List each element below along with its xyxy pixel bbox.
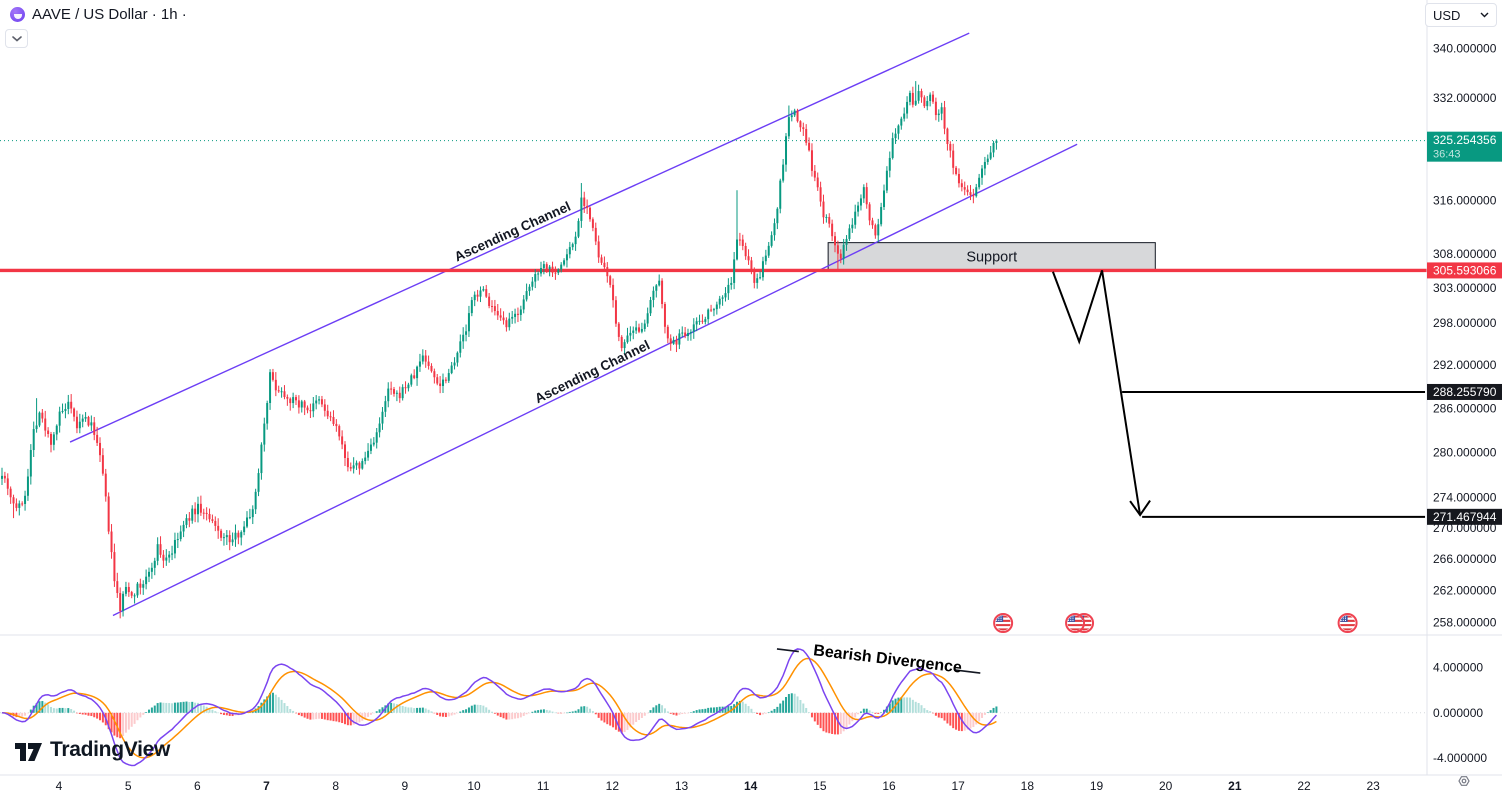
svg-text:8: 8 bbox=[332, 779, 339, 793]
svg-text:36:43: 36:43 bbox=[1433, 149, 1461, 161]
arrowhead bbox=[1129, 499, 1151, 517]
svg-text:298.000000: 298.000000 bbox=[1433, 316, 1497, 330]
channel-upper-line[interactable] bbox=[69, 32, 970, 443]
svg-text:12: 12 bbox=[606, 779, 620, 793]
svg-text:10: 10 bbox=[467, 779, 481, 793]
svg-text:303.000000: 303.000000 bbox=[1433, 281, 1497, 295]
support-zone-box bbox=[827, 242, 1156, 271]
currency-dropdown[interactable]: USD bbox=[1425, 3, 1497, 27]
svg-text:332.000000: 332.000000 bbox=[1433, 91, 1497, 105]
us-flag-event-icon[interactable] bbox=[993, 613, 1014, 633]
tradingview-logo[interactable]: TradingView bbox=[13, 737, 170, 763]
svg-text:20: 20 bbox=[1159, 779, 1173, 793]
svg-text:271.467944: 271.467944 bbox=[1433, 510, 1497, 524]
svg-text:288.255790: 288.255790 bbox=[1433, 385, 1497, 399]
svg-text:286.000000: 286.000000 bbox=[1433, 401, 1497, 415]
macd-signal-line bbox=[1, 657, 997, 759]
resistance-price-label bbox=[1427, 262, 1502, 279]
svg-text:280.000000: 280.000000 bbox=[1433, 445, 1497, 459]
svg-text:22: 22 bbox=[1297, 779, 1311, 793]
svg-text:262.000000: 262.000000 bbox=[1433, 584, 1497, 598]
svg-text:19: 19 bbox=[1090, 779, 1104, 793]
price-axis[interactable]: 340.000000 332.000000 316.000000 308.000000… bbox=[1433, 41, 1497, 765]
svg-text:316.000000: 316.000000 bbox=[1433, 194, 1497, 208]
divergence-line-left bbox=[776, 648, 799, 653]
svg-text:16: 16 bbox=[882, 779, 896, 793]
tradingview-logo-text: TradingView bbox=[50, 738, 171, 761]
svg-text:23: 23 bbox=[1366, 779, 1380, 793]
last-price-label bbox=[1427, 131, 1502, 162]
svg-text:14: 14 bbox=[744, 779, 758, 793]
chevron-down-icon bbox=[11, 35, 22, 42]
chevron-down-icon bbox=[1480, 12, 1489, 18]
svg-text:4: 4 bbox=[56, 779, 63, 793]
svg-text:13: 13 bbox=[675, 779, 689, 793]
svg-text:305.593066: 305.593066 bbox=[1433, 263, 1497, 277]
svg-text:9: 9 bbox=[401, 779, 408, 793]
svg-text:5: 5 bbox=[125, 779, 132, 793]
channel-lower-label: Ascending Channel bbox=[532, 337, 652, 406]
currency-value: USD bbox=[1433, 7, 1461, 23]
svg-text:7: 7 bbox=[263, 779, 270, 793]
svg-text:274.000000: 274.000000 bbox=[1433, 491, 1497, 505]
svg-text:340.000000: 340.000000 bbox=[1433, 41, 1497, 55]
symbol-header: AAVE / US Dollar · 1h · bbox=[10, 6, 187, 23]
target-price-label-1 bbox=[1427, 383, 1502, 400]
target-price-label-2 bbox=[1427, 508, 1502, 525]
svg-text:18: 18 bbox=[1021, 779, 1035, 793]
svg-text:17: 17 bbox=[951, 779, 965, 793]
bearish-divergence-label: Bearish Divergence bbox=[812, 642, 962, 676]
aave-token-icon bbox=[10, 7, 25, 22]
collapse-header-button[interactable] bbox=[5, 29, 28, 48]
channel-lower-line[interactable] bbox=[112, 143, 1078, 617]
svg-text:266.000000: 266.000000 bbox=[1433, 552, 1497, 566]
svg-text:0.000000: 0.000000 bbox=[1433, 706, 1483, 720]
time-axis[interactable]: 4 5 6 7 8 9 10 11 12 13 14 15 16 17 18 19 20 21 22 23 bbox=[56, 779, 1381, 793]
svg-text:21: 21 bbox=[1228, 779, 1242, 793]
svg-text:15: 15 bbox=[813, 779, 827, 793]
symbol-title[interactable]: AAVE / US Dollar · 1h · bbox=[32, 6, 187, 23]
svg-text:6: 6 bbox=[194, 779, 201, 793]
us-flag-event-icon[interactable] bbox=[1065, 613, 1086, 633]
support-zone-label: Support bbox=[966, 250, 1017, 266]
svg-text:292.000000: 292.000000 bbox=[1433, 358, 1497, 372]
svg-text:258.000000: 258.000000 bbox=[1433, 616, 1497, 630]
channel-upper-label: Ascending Channel bbox=[452, 199, 573, 265]
svg-text:11: 11 bbox=[537, 779, 550, 793]
svg-text:308.000000: 308.000000 bbox=[1433, 247, 1497, 261]
svg-text:4.000000: 4.000000 bbox=[1433, 661, 1483, 675]
axis-settings-gear-icon[interactable] bbox=[1458, 776, 1470, 786]
svg-text:325.254356: 325.254356 bbox=[1433, 133, 1497, 147]
macd-line bbox=[1, 648, 997, 767]
candles bbox=[1, 81, 998, 619]
macd-histogram bbox=[1, 692, 998, 739]
svg-text:-4.000000: -4.000000 bbox=[1433, 751, 1487, 765]
tradingview-mark-icon bbox=[15, 743, 42, 761]
us-flag-event-icon[interactable] bbox=[1337, 613, 1358, 633]
divergence-line-right bbox=[954, 669, 981, 674]
forecast-arrow-path[interactable] bbox=[1051, 270, 1142, 516]
